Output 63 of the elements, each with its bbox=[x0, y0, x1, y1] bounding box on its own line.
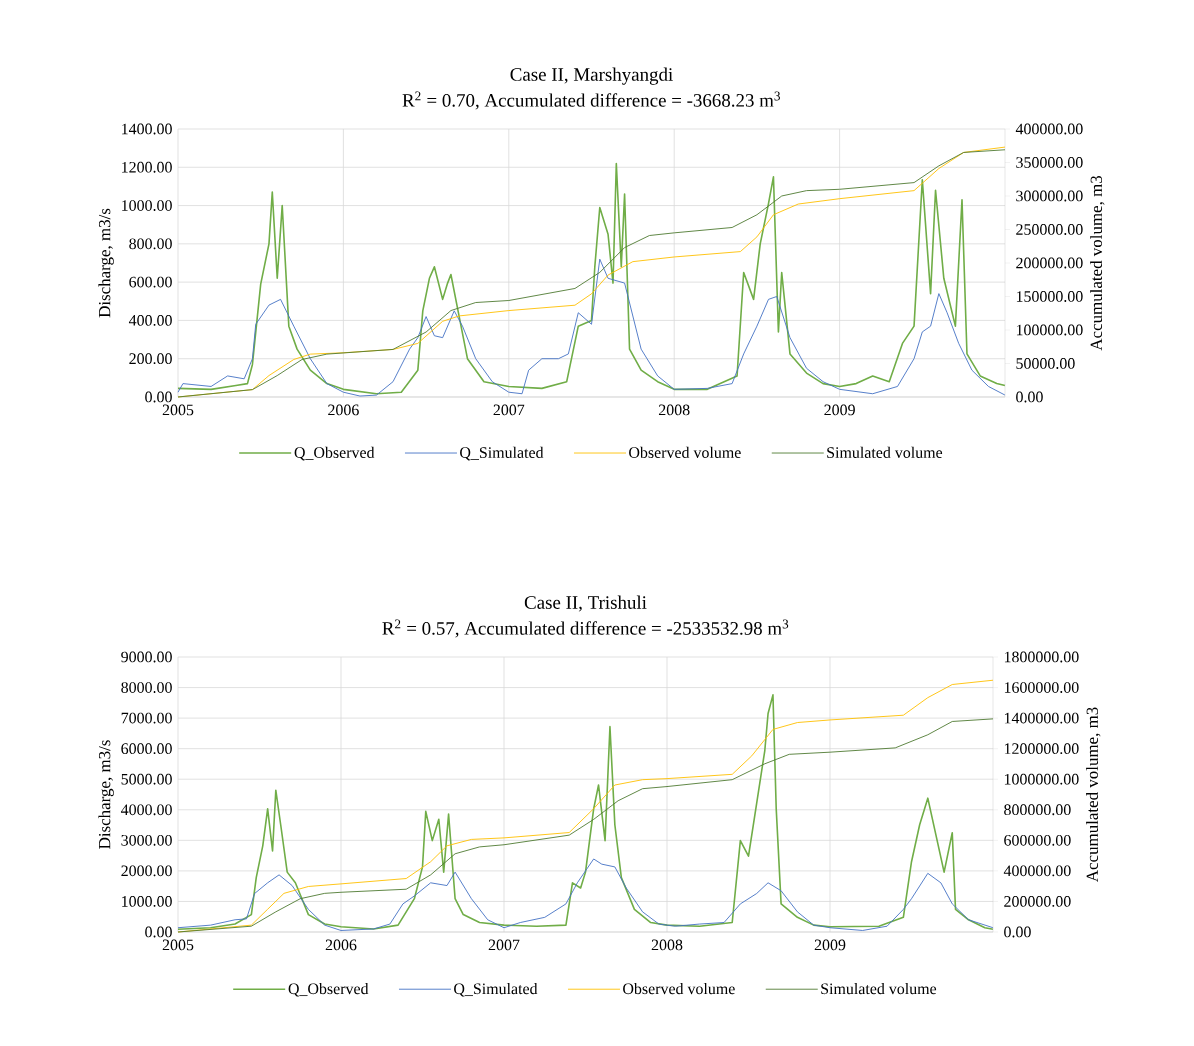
y2-tick-label: 200000.00 bbox=[1004, 896, 1071, 907]
y-tick-label: 5000.00 bbox=[121, 773, 172, 785]
x-tick-label: 2006 bbox=[325, 939, 357, 951]
y2-tick-label: 350000.00 bbox=[1016, 157, 1083, 168]
y2-tick-label: 100000.00 bbox=[1016, 324, 1083, 336]
y2-tick-label: 400000.00 bbox=[1015, 123, 1083, 135]
legend-label: Observed volume bbox=[623, 982, 735, 995]
chart-subtitle: R$^{2}$ = 0.70, Accumulated difference = -3668.23 m$^{3}$ bbox=[402, 91, 780, 110]
x-tick-label: 2006 bbox=[328, 404, 359, 416]
y-tick-label: 4000.00 bbox=[120, 804, 172, 816]
y-tick-label: 600.00 bbox=[129, 276, 172, 288]
y2-tick-label: 50000.00 bbox=[1016, 358, 1075, 369]
y-tick-label: 8000.00 bbox=[121, 682, 172, 693]
x-tick-label: 2005 bbox=[162, 939, 194, 951]
x-tick-label: 2007 bbox=[493, 404, 525, 416]
y2-tick-label: 1600000.00 bbox=[1004, 682, 1079, 693]
y2-tick-label: 1000000.00 bbox=[1004, 773, 1079, 785]
y-tick-label: 7000.00 bbox=[121, 712, 172, 724]
y2-tick-label: 800000.00 bbox=[1004, 804, 1071, 816]
x-tick-label: 2008 bbox=[651, 939, 683, 951]
y2-axis-title: Accumulated volume, m3 bbox=[1086, 707, 1101, 883]
y2-tick-label: 1200000.00 bbox=[1004, 743, 1079, 755]
y2-tick-label: 1400000.00 bbox=[1004, 712, 1079, 724]
legend-label: Observed volume bbox=[629, 446, 741, 458]
y-axis-title: Discharge, m3/s bbox=[98, 208, 114, 318]
legend-label: Simulated volume bbox=[821, 982, 937, 995]
y2-tick-label: 400000.00 bbox=[1003, 865, 1071, 877]
y2-tick-label: 250000.00 bbox=[1016, 224, 1083, 235]
y2-tick-label: 300000.00 bbox=[1016, 190, 1083, 202]
y-tick-label: 1000.00 bbox=[122, 896, 172, 907]
chart-subtitle: R$^{2}$ = 0.57, Accumulated difference = -2533532.98 m$^{3}$ bbox=[382, 619, 789, 638]
legend-label: Q_Simulated bbox=[460, 446, 544, 461]
legend-label: Q_Observed bbox=[294, 446, 375, 461]
x-tick-label: 2008 bbox=[658, 404, 690, 416]
y-tick-label: 6000.00 bbox=[121, 743, 172, 755]
y2-axis-title: Accumulated volume, m3 bbox=[1090, 175, 1105, 351]
y-tick-label: 2000.00 bbox=[121, 865, 172, 877]
x-tick-label: 2007 bbox=[488, 939, 520, 951]
y2-tick-label: 600000.00 bbox=[1004, 834, 1071, 846]
x-tick-label: 2005 bbox=[162, 404, 194, 416]
y-tick-label: 200.00 bbox=[129, 353, 172, 365]
y-tick-label: 3000.00 bbox=[121, 834, 172, 846]
y2-tick-label: 0.00 bbox=[1016, 391, 1043, 403]
y-tick-label: 800.00 bbox=[129, 238, 172, 250]
legend-label: Q_Simulated bbox=[454, 982, 538, 997]
y-tick-label: 400.00 bbox=[128, 315, 172, 326]
y2-tick-label: 200000.00 bbox=[1016, 257, 1083, 269]
y2-tick-label: 1800000.00 bbox=[1004, 651, 1079, 663]
y-tick-label: 1000.00 bbox=[122, 200, 172, 211]
x-tick-label: 2009 bbox=[824, 404, 855, 416]
y-tick-label: 0.00 bbox=[145, 926, 172, 938]
y-tick-label: 9000.00 bbox=[121, 651, 172, 663]
legend-label: Q_Observed bbox=[288, 982, 369, 997]
y2-tick-label: 150000.00 bbox=[1016, 291, 1083, 302]
chart-title: Case II, Marshyangdi bbox=[510, 67, 673, 85]
y-tick-label: 1200.00 bbox=[122, 161, 172, 173]
y2-tick-label: 0.00 bbox=[1004, 926, 1031, 938]
y-tick-label: 1400.00 bbox=[122, 123, 172, 135]
y-axis-title: Discharge, m3/s bbox=[98, 740, 114, 849]
y-tick-label: 0.00 bbox=[145, 391, 172, 403]
legend-label: Simulated volume bbox=[827, 446, 943, 458]
x-tick-label: 2009 bbox=[814, 939, 846, 951]
chart-title: Case II, Trishuli bbox=[524, 595, 647, 612]
